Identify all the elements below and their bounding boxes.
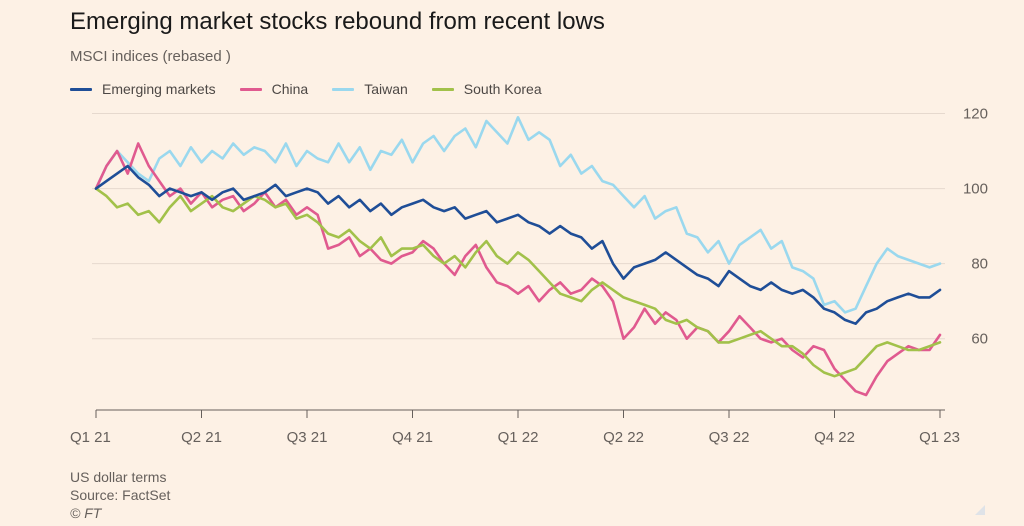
series-line-china (94, 142, 942, 397)
legend-label-taiwan: Taiwan (364, 81, 408, 97)
footer: US dollar terms Source: FactSet © FT (70, 468, 170, 522)
legend-label-china: China (271, 81, 309, 97)
series-line-south-korea (94, 187, 942, 378)
legend: Emerging markets China Taiwan South Kore… (70, 80, 566, 98)
y-tick-label: 60 (971, 331, 988, 348)
y-tick-label: 120 (963, 106, 988, 123)
legend-item-south-korea: South Korea (431, 81, 542, 97)
x-tick-label: Q3 21 (287, 429, 328, 446)
legend-swatch-taiwan (332, 87, 355, 91)
series-line-emerging-markets (94, 164, 942, 325)
legend-item-china: China (239, 81, 309, 97)
x-tick-label: Q2 22 (603, 429, 644, 446)
footer-note: US dollar terms (70, 469, 167, 485)
x-tick-label: Q4 22 (814, 429, 855, 446)
footer-copyright: © FT (70, 505, 102, 521)
x-tick-label: Q2 21 (181, 429, 222, 446)
chart-subtitle: MSCI indices (rebased ) (70, 48, 231, 65)
chart-title: Emerging market stocks rebound from rece… (70, 8, 605, 35)
series-lines (94, 116, 942, 397)
x-tick-label: Q1 23 (919, 429, 960, 446)
y-tick-label: 100 (963, 181, 988, 198)
series-line-taiwan (94, 116, 942, 314)
legend-item-emerging-markets: Emerging markets (70, 81, 216, 97)
x-axis: Q1 21 Q2 21 Q3 21 Q4 21 Q1 22 Q2 22 Q3 22 Q4 22… (70, 409, 960, 446)
x-tick-label: Q1 22 (498, 429, 539, 446)
legend-swatch-china (239, 87, 262, 91)
y-axis-labels: 60 80 100 120 (963, 106, 988, 348)
footer-source: Source: FactSet (70, 487, 171, 503)
legend-swatch-south-korea (431, 87, 454, 91)
legend-item-taiwan: Taiwan (332, 81, 408, 97)
x-tick-label: Q1 21 (70, 429, 111, 446)
legend-label-south-korea: South Korea (463, 81, 542, 97)
legend-label-emerging-markets: Emerging markets (102, 81, 216, 97)
x-tick-label: Q4 21 (392, 429, 433, 446)
x-tick-label: Q3 22 (709, 429, 750, 446)
legend-swatch-emerging-markets (70, 87, 92, 91)
corner-triangle-icon (975, 505, 985, 515)
y-tick-label: 80 (971, 256, 988, 273)
gridlines (92, 113, 945, 340)
